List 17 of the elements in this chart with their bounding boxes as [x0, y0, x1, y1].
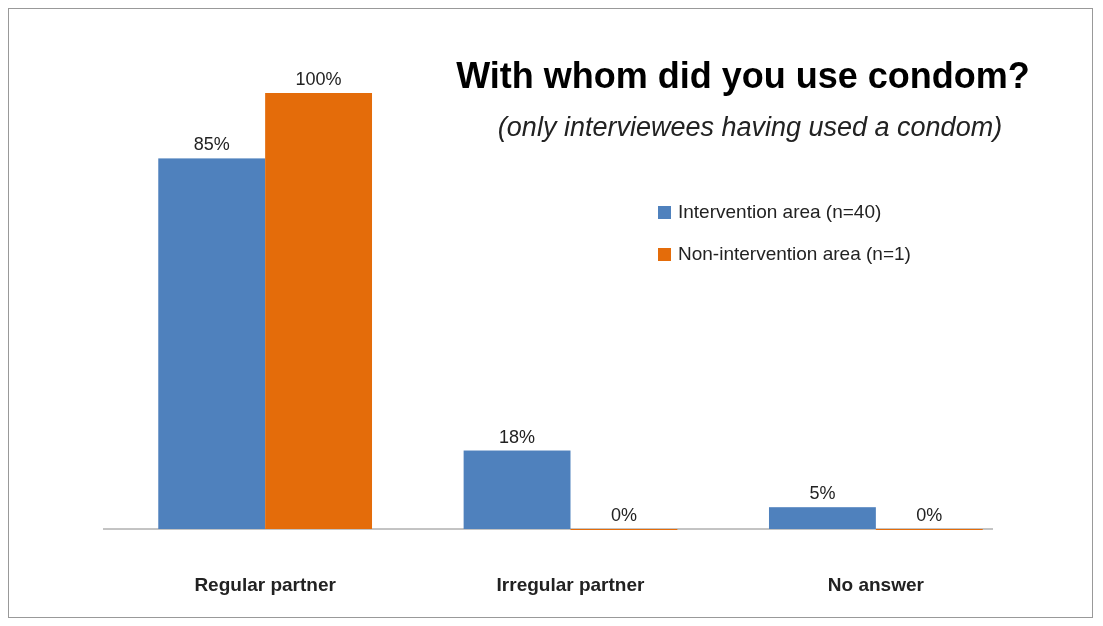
x-tick-label: No answer [827, 574, 925, 595]
bar [158, 158, 266, 529]
data-label: 0% [916, 505, 943, 525]
bar [265, 93, 373, 529]
data-label: 0% [610, 505, 637, 525]
data-label: 18% [499, 426, 536, 447]
text: (only interviewees having used a condom) [497, 112, 1003, 142]
legend-label: Intervention area (n=40) [678, 201, 882, 222]
x-tick-label: Irregular partner [496, 574, 646, 595]
bar [463, 450, 571, 529]
chart-title: With whom did you use condom? [456, 55, 1030, 96]
data-label: 5% [809, 483, 836, 504]
bar [768, 507, 876, 529]
data-label: 100% [295, 69, 342, 89]
x-tick-label: Regular partner [194, 574, 337, 595]
data-label: 85% [193, 134, 230, 155]
legend-label: Non-intervention area (n=1) [678, 243, 911, 264]
